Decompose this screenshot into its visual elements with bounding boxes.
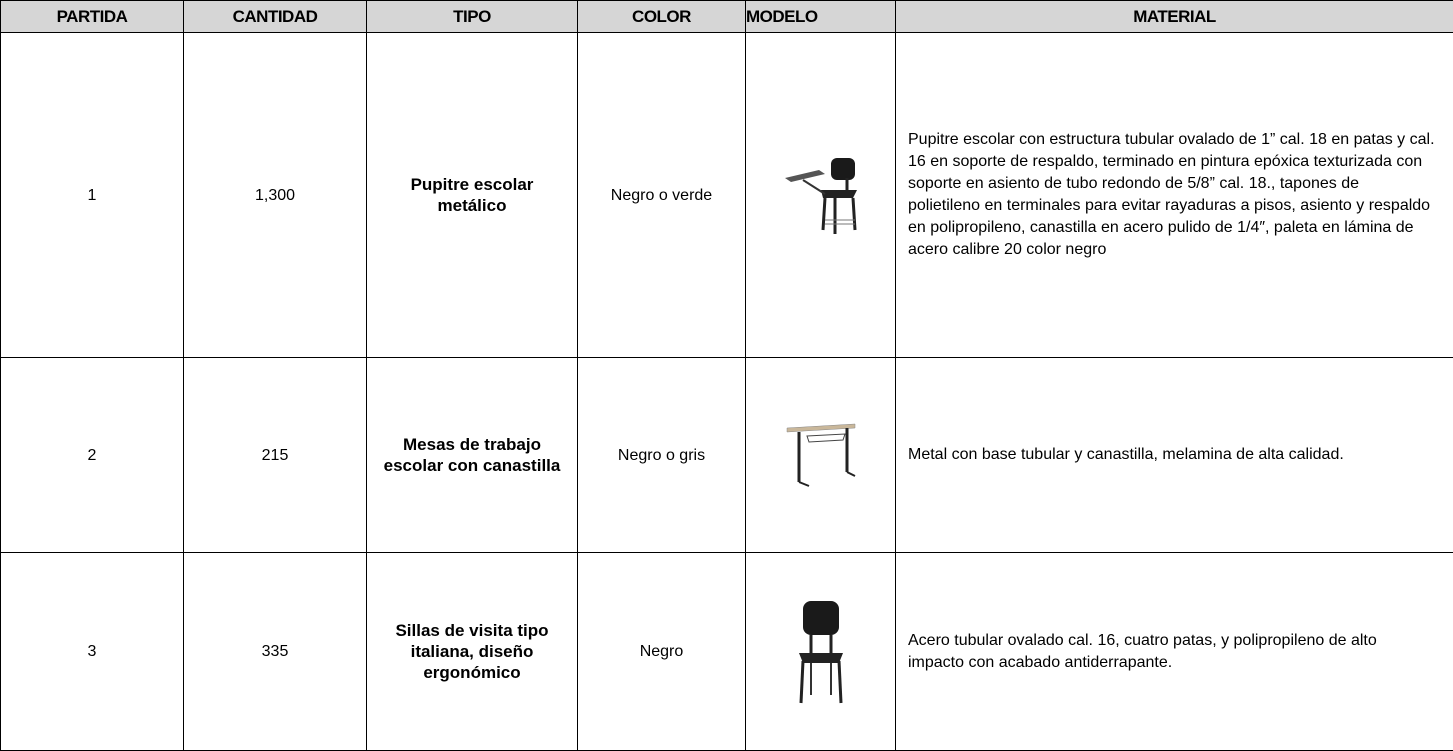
- desk-chair-image: [781, 150, 861, 240]
- header-cell: MODELO: [746, 1, 896, 33]
- tipo: Sillas de visita tipo italiana, diseño e…: [367, 553, 578, 751]
- tipo: Mesas de trabajo escolar con canastilla: [367, 358, 578, 553]
- header-row: PARTIDA CANTIDAD TIPO COLOR MODELO MATER…: [1, 1, 1453, 33]
- row: 1 1,300 Pupitre escolar metálico Negro o…: [1, 33, 1453, 358]
- material: Metal con base tubular y canastilla, mel…: [896, 358, 1453, 553]
- color: Negro o gris: [578, 358, 746, 553]
- row: 3 335 Sillas de visita tipo italiana, di…: [1, 553, 1453, 751]
- header-cell: COLOR: [578, 1, 746, 33]
- header-cell: PARTIDA: [1, 1, 184, 33]
- material: Acero tubular ovalado cal. 16, cuatro pa…: [896, 553, 1453, 751]
- chair-image: [791, 597, 851, 707]
- cantidad: 1,300: [184, 33, 367, 358]
- partida: 3: [1, 553, 184, 751]
- partida: 1: [1, 33, 184, 358]
- header-cell: MATERIAL: [896, 1, 1453, 33]
- header-cell: TIPO: [367, 1, 578, 33]
- color: Negro: [578, 553, 746, 751]
- modelo: [746, 553, 896, 751]
- cantidad: 335: [184, 553, 367, 751]
- modelo: [746, 33, 896, 358]
- partida: 2: [1, 358, 184, 553]
- header-cell: CANTIDAD: [184, 1, 367, 33]
- table-image: [781, 420, 861, 490]
- color: Negro o verde: [578, 33, 746, 358]
- cantidad: 215: [184, 358, 367, 553]
- row: 2 215 Mesas de trabajo escolar con canas…: [1, 358, 1453, 553]
- tipo: Pupitre escolar metálico: [367, 33, 578, 358]
- modelo: [746, 358, 896, 553]
- material: Pupitre escolar con estructura tubular o…: [896, 33, 1453, 358]
